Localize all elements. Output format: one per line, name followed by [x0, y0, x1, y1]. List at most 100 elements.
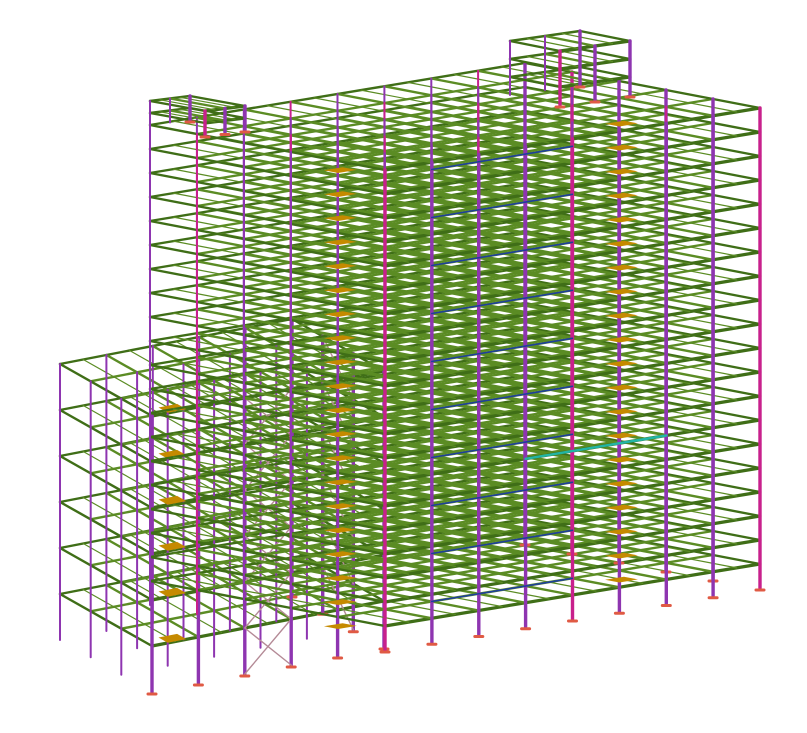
stair-landing [323, 431, 357, 437]
beam [148, 363, 387, 412]
joist [82, 358, 176, 413]
joist [526, 37, 579, 50]
beam [188, 94, 247, 108]
stair-landing [605, 168, 638, 175]
beam [195, 212, 434, 260]
stair-landing [605, 312, 638, 319]
joist [129, 579, 223, 634]
beam [289, 100, 527, 149]
beam [195, 476, 434, 524]
blue-brace [430, 481, 574, 507]
stair-landing [323, 503, 357, 509]
joist [129, 349, 223, 404]
stair-landing [323, 623, 357, 629]
left-crown-frame-columns [149, 94, 251, 139]
stair-landing [323, 455, 357, 461]
stair-landing [605, 264, 638, 271]
stair-landing [605, 384, 638, 391]
stair-landing [158, 449, 187, 459]
stair-landing [158, 587, 187, 597]
beam [543, 52, 597, 66]
beam [195, 524, 434, 572]
joist [82, 450, 176, 505]
joist [129, 441, 223, 496]
stair-landing [323, 551, 357, 557]
joist [561, 32, 614, 45]
stair-landing [323, 215, 357, 221]
stair-landing [605, 552, 638, 559]
blue-brace [430, 433, 574, 459]
stair-landing [605, 240, 638, 247]
beam [148, 387, 387, 436]
stair-landing [323, 239, 357, 245]
stair-landing [605, 528, 638, 535]
beam [148, 483, 387, 532]
blue-brace [430, 529, 574, 555]
stair-landing [605, 480, 638, 487]
blue-brace [430, 289, 574, 315]
beam [508, 57, 562, 71]
joist [526, 73, 579, 86]
joist [82, 496, 176, 551]
joist [526, 55, 579, 68]
stair-landing [605, 120, 638, 127]
stair-landing [323, 167, 357, 173]
beam [148, 315, 387, 364]
stair-landing [323, 383, 357, 389]
beam [195, 356, 434, 404]
beam [148, 243, 387, 292]
beam [195, 380, 434, 428]
joist [82, 542, 176, 597]
brace [244, 581, 292, 620]
beam [148, 267, 387, 316]
beam [336, 92, 574, 141]
stair-landing [323, 359, 357, 365]
main-tower-frame-beams [148, 61, 762, 628]
joist [561, 50, 614, 63]
stair-landing [158, 633, 187, 643]
beam [195, 284, 434, 332]
stair-landing [323, 479, 357, 485]
main-tower-frame-columns [149, 61, 766, 654]
blue-brace [430, 577, 574, 603]
stair-landing [605, 576, 638, 583]
beam [195, 404, 434, 452]
beam [148, 579, 387, 628]
stair-landing [605, 216, 638, 223]
stair-landing [605, 144, 638, 151]
beam [195, 260, 434, 308]
stair-landing [605, 432, 638, 439]
cyan-member [524, 434, 668, 461]
blue-brace [430, 145, 574, 171]
main-tower-frame-details [323, 120, 668, 629]
stair-landing [605, 456, 638, 463]
blue-brace [430, 241, 574, 267]
stair-landing [323, 335, 357, 341]
beam [148, 435, 387, 484]
blue-brace [430, 385, 574, 411]
blue-brace [430, 337, 574, 363]
left-crown-frame-beams [148, 94, 247, 125]
beam [148, 555, 387, 604]
stair-landing [323, 527, 357, 533]
stair-landing [605, 360, 638, 367]
beam [195, 236, 434, 284]
stair-landing [323, 599, 357, 605]
beam [578, 47, 632, 61]
beam [168, 109, 227, 122]
joist [129, 533, 223, 588]
beam [148, 111, 207, 125]
stair-landing [158, 541, 187, 551]
beam [148, 459, 387, 508]
beam [195, 308, 434, 356]
stair-landing [158, 495, 187, 505]
beam [508, 39, 562, 53]
beam [148, 195, 387, 244]
beam [148, 99, 207, 113]
beam [523, 61, 762, 110]
brace [244, 443, 292, 482]
beam [195, 548, 434, 596]
beam [168, 97, 227, 110]
